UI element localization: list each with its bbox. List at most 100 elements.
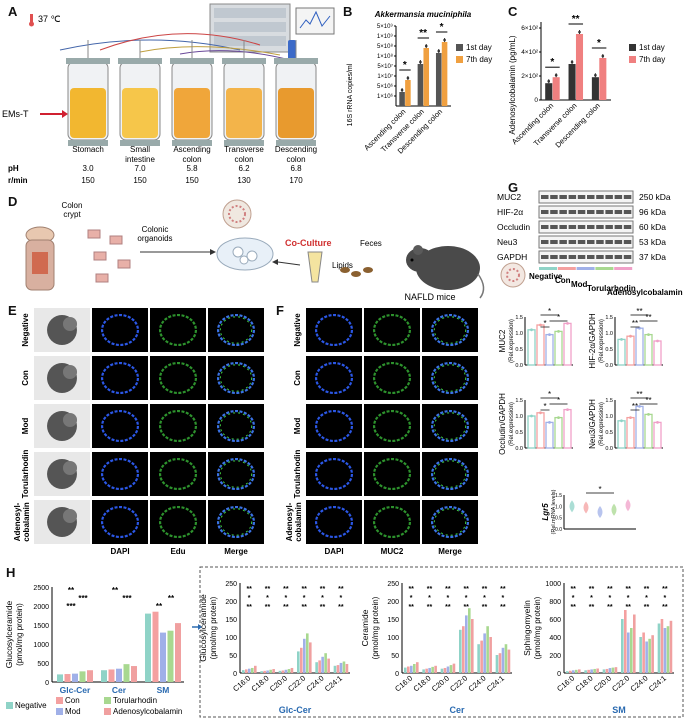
bar <box>642 632 645 673</box>
significance-mark: ** <box>427 586 433 593</box>
bar <box>545 83 553 100</box>
x-group-label: SM <box>157 685 170 695</box>
significance-mark: ** <box>156 602 163 611</box>
significance-mark: ** <box>607 604 613 611</box>
bar <box>480 640 483 673</box>
bar <box>545 421 554 449</box>
organoid-label-2: organoids <box>137 234 172 243</box>
y-axis-label: Sphingomyelin <box>522 600 532 656</box>
bar <box>428 667 431 673</box>
significance-mark: ** <box>419 28 427 39</box>
bar <box>160 632 166 682</box>
bar <box>407 666 410 673</box>
legend-label: Torularhodin <box>113 696 157 705</box>
rpm-value: 150 <box>81 176 95 185</box>
lane-marker <box>557 267 576 270</box>
legend-swatch <box>56 697 63 704</box>
bar <box>324 653 327 673</box>
data-point <box>437 49 441 53</box>
bar <box>413 664 416 673</box>
panel-h-left-chart: Glucosylceramide (pmol/mg protein) 0 500 100… <box>4 585 184 716</box>
panel-h-right-charts: Glucosylceramide (pmol/mg protein)0501001… <box>192 566 684 718</box>
bar <box>611 667 615 673</box>
data-point <box>539 323 542 327</box>
legend-swatch <box>104 697 111 704</box>
bar <box>152 611 159 682</box>
blot-band <box>559 210 567 214</box>
bar <box>417 64 424 106</box>
ph-row-label: pH <box>8 164 19 173</box>
arrow-icon <box>40 110 68 118</box>
blot-band <box>605 225 613 229</box>
blot-band <box>577 195 586 199</box>
data-point <box>656 421 659 424</box>
row-label: Con <box>21 370 30 386</box>
lane-marker <box>614 267 633 270</box>
y-tick-label: 100 <box>225 635 237 642</box>
panel-f-microscopy-grid: Negative Con Mod Torularhodin Adenosyl-cobal… <box>272 300 492 560</box>
human-torso-icon <box>25 226 55 291</box>
bar <box>260 671 263 673</box>
bar <box>669 620 673 673</box>
y-tick-label: 200 <box>225 599 237 606</box>
y-tick-label: 1×10⁹ <box>377 33 394 40</box>
x-tick-label: C24:1 <box>647 674 668 694</box>
y-tick-label: 0.0 <box>605 446 613 452</box>
ph-value: 6.8 <box>290 164 302 173</box>
significance-mark: ** <box>320 604 326 611</box>
bar <box>569 670 572 673</box>
band-name: GAPDH <box>497 252 527 262</box>
significance-mark: ** <box>320 586 326 593</box>
significance-mark: * <box>627 595 630 602</box>
significance-mark: * <box>410 595 413 602</box>
control-unit-panel <box>214 36 286 46</box>
blot-strip <box>538 250 634 264</box>
y-tick-label: 0.5 <box>515 347 523 353</box>
y-tick-label: 400 <box>549 635 561 642</box>
y-tick-label: 1.0 <box>515 331 523 337</box>
panel-letter-c: C <box>508 4 518 19</box>
bar <box>507 649 511 673</box>
data-point <box>566 408 569 411</box>
bar <box>431 666 434 673</box>
bar <box>608 668 612 673</box>
vessel-label: intestine <box>125 155 155 164</box>
y-tick-label: 0.5 <box>555 516 562 522</box>
bar <box>554 416 563 449</box>
significance-mark: ** <box>500 604 506 611</box>
panel-d-schematic: Colon crypt Colonic organoids Co-Culture… <box>25 199 382 291</box>
feces-label: Feces <box>360 239 382 248</box>
y-tick-label: 0.0 <box>515 446 523 452</box>
significance-mark: ** <box>408 604 414 611</box>
bar <box>269 669 272 673</box>
y-axis-label: Occludin/GAPDH <box>498 393 507 455</box>
thermometer-icon <box>29 14 34 27</box>
organoid-icon <box>222 199 252 229</box>
y-tick-label: 600 <box>549 617 561 624</box>
bar <box>575 669 578 673</box>
significance-mark: * <box>645 595 648 602</box>
bar <box>552 77 560 100</box>
blot-band <box>587 210 595 214</box>
data-point <box>530 414 533 418</box>
y-tick-label: 5×10⁷ <box>377 63 393 70</box>
data-point <box>620 419 623 423</box>
y-tick-label: 0.5 <box>605 347 613 353</box>
x-tick-label: C24:0 <box>467 674 488 694</box>
bar <box>486 626 489 673</box>
blot-band <box>605 210 613 214</box>
bar <box>449 665 453 673</box>
significance-mark: * <box>557 396 560 405</box>
vessel-label: Descending <box>275 145 317 154</box>
legend-label: 1st day <box>466 43 492 52</box>
y-axis-label: (pmol/mg protein) <box>15 603 24 666</box>
y-axis-label: MUC2 <box>498 329 507 352</box>
y-tick-label: 5×10⁹ <box>377 23 394 30</box>
significance-mark: ** <box>644 604 650 611</box>
y-axis-label: (pmol/mg protein) <box>371 596 380 659</box>
y-tick-label: 250 <box>387 581 399 588</box>
chart-title: Akkermansia muciniphila <box>374 10 472 19</box>
lane-label: Torularhodin <box>587 284 636 293</box>
data-point <box>638 326 641 330</box>
panel-letter-h: H <box>6 565 16 580</box>
